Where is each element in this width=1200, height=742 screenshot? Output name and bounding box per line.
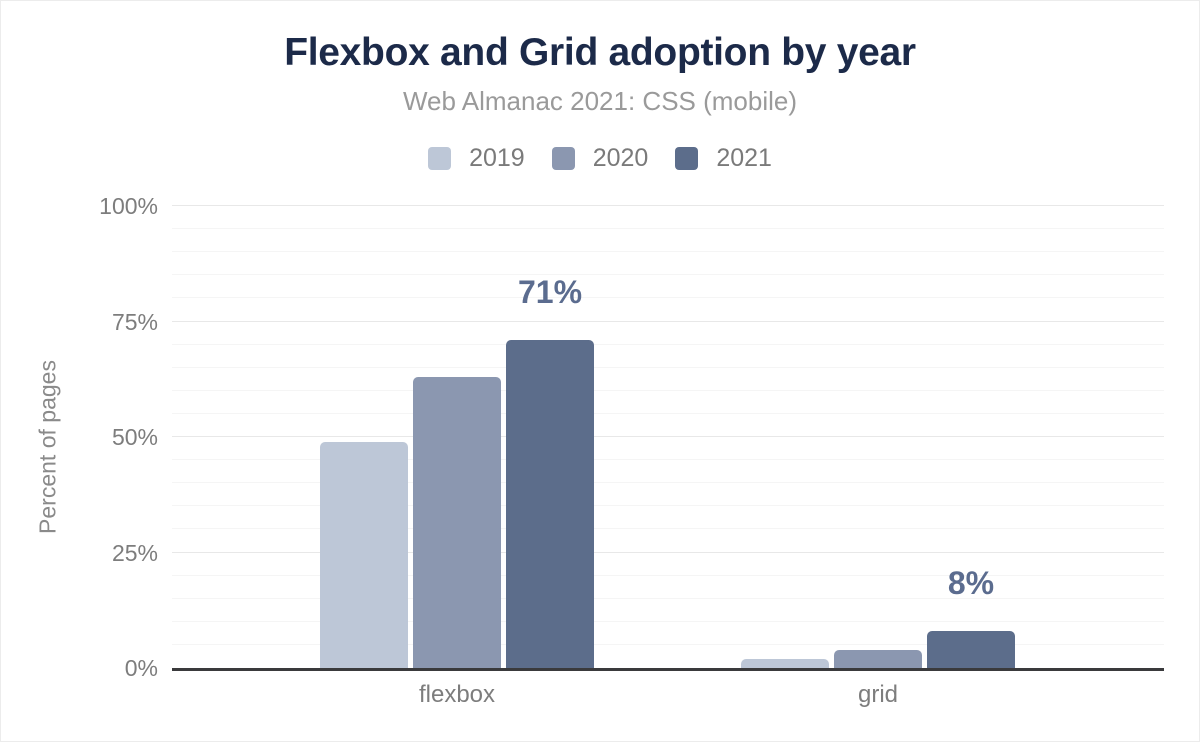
- gridline-5: [172, 643, 1164, 645]
- bar-value-label-flexbox-2021: 71%: [517, 273, 583, 310]
- gridline-50: [172, 436, 1164, 437]
- legend-swatch-2021: [675, 147, 699, 170]
- gridline-35: [172, 505, 1164, 507]
- bar-grid-2019: [741, 658, 829, 668]
- gridline-55: [172, 412, 1164, 414]
- x-axis-label-flexbox: flexbox: [418, 681, 496, 708]
- y-tick-label-75: 75%: [111, 308, 158, 335]
- x-axis-line: [172, 668, 1164, 671]
- chart-title: Flexbox and Grid adoption by year: [284, 31, 916, 74]
- gridline-95: [172, 228, 1164, 230]
- legend-label-2019: 2019: [469, 144, 525, 172]
- gridline-75: [172, 320, 1164, 322]
- y-tick-label-0: 0%: [124, 655, 158, 681]
- gridline-60: [172, 389, 1164, 391]
- gridline-25: [172, 551, 1164, 553]
- legend-label-2020: 2020: [592, 144, 649, 172]
- legend: 2019 2020 2021: [1, 144, 1199, 173]
- gridline-20: [172, 574, 1164, 576]
- legend-item-2020: 2020: [551, 144, 649, 173]
- y-tick-label-50: 50%: [111, 424, 158, 450]
- gridline-40: [172, 482, 1164, 484]
- legend-item-2019: 2019: [428, 144, 525, 173]
- bar-value-label-grid-2021: 8%: [947, 565, 995, 602]
- gridline-80: [172, 297, 1164, 299]
- bar-group-flexbox: 71%: [320, 274, 594, 668]
- gridline-45: [172, 459, 1164, 461]
- bar-group-grid: 8%: [741, 565, 1015, 668]
- bar-grid-2020: [834, 649, 922, 668]
- gridline-100: [172, 205, 1164, 206]
- gridline-10: [172, 620, 1164, 622]
- gridline-90: [172, 251, 1164, 253]
- y-axis-title: Percent of pages: [34, 360, 61, 534]
- plot-area: 0% 25% 50% 75% 100% Percent of pages 71% 8% f…: [35, 193, 1164, 708]
- x-axis-label-grid: grid: [857, 681, 899, 708]
- chart-subtitle: Web Almanac 2021: CSS (mobile): [402, 86, 798, 116]
- y-tick-label-100: 100%: [99, 193, 158, 219]
- gridline-70: [172, 343, 1164, 345]
- gridline-85: [172, 274, 1164, 276]
- bar-grid-2021: 8%: [927, 565, 1015, 668]
- bar-flexbox-2021: 71%: [506, 274, 594, 668]
- gridline-65: [172, 366, 1164, 368]
- legend-label-2021: 2021: [716, 144, 772, 172]
- legend-swatch-2019: [428, 147, 452, 170]
- y-tick-label-25: 25%: [111, 539, 158, 566]
- legend-swatch-2020: [551, 147, 575, 170]
- bar-flexbox-2020: [413, 376, 501, 668]
- bar-flexbox-2019: [320, 441, 408, 668]
- gridline-15: [172, 597, 1164, 599]
- gridline-30: [172, 528, 1164, 530]
- legend-item-2021: 2021: [675, 144, 772, 173]
